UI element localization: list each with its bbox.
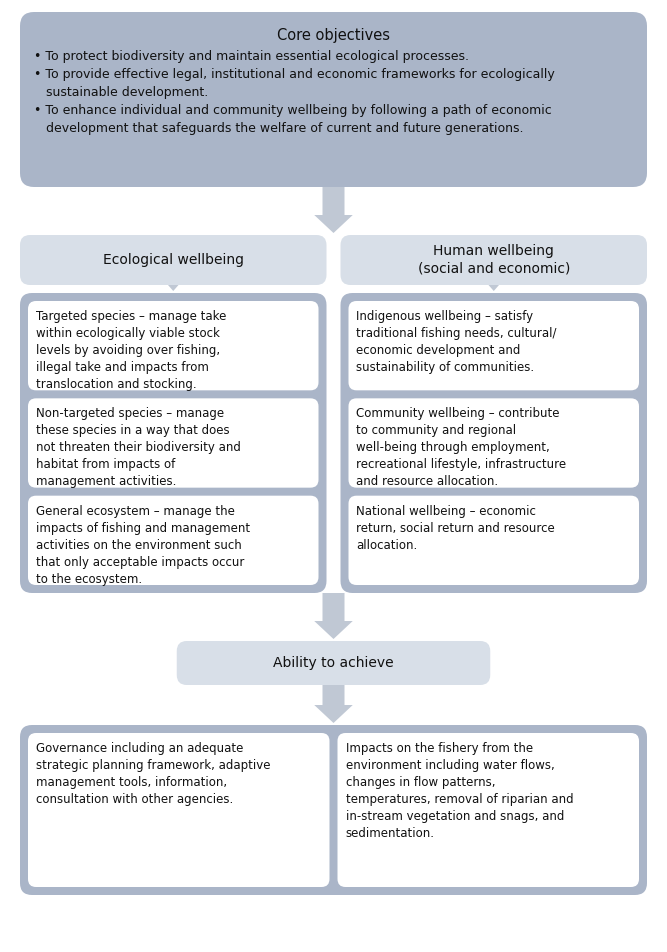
Polygon shape [157, 235, 189, 291]
Text: National wellbeing – economic
return, social return and resource
allocation.: National wellbeing – economic return, so… [356, 505, 555, 551]
Polygon shape [314, 187, 353, 233]
FancyBboxPatch shape [20, 235, 327, 285]
FancyBboxPatch shape [340, 235, 647, 285]
Text: Indigenous wellbeing – satisfy
traditional fishing needs, cultural/
economic dev: Indigenous wellbeing – satisfy tradition… [356, 310, 557, 374]
FancyBboxPatch shape [20, 293, 327, 593]
FancyBboxPatch shape [28, 733, 329, 887]
Text: Human wellbeing
(social and economic): Human wellbeing (social and economic) [418, 245, 570, 276]
Text: Non-targeted species – manage
these species in a way that does
not threaten thei: Non-targeted species – manage these spec… [36, 407, 241, 488]
Text: Governance including an adequate
strategic planning framework, adaptive
manageme: Governance including an adequate strateg… [36, 742, 271, 806]
Text: Ecological wellbeing: Ecological wellbeing [103, 253, 243, 267]
Polygon shape [314, 593, 353, 639]
Text: General ecosystem – manage the
impacts of fishing and management
activities on t: General ecosystem – manage the impacts o… [36, 505, 250, 585]
Polygon shape [314, 685, 353, 723]
FancyBboxPatch shape [338, 733, 639, 887]
FancyBboxPatch shape [20, 12, 647, 187]
FancyBboxPatch shape [348, 301, 639, 390]
Text: Impacts on the fishery from the
environment including water flows,
changes in fl: Impacts on the fishery from the environm… [346, 742, 573, 840]
FancyBboxPatch shape [348, 398, 639, 487]
Text: Core objectives: Core objectives [277, 28, 390, 43]
Text: Targeted species – manage take
within ecologically viable stock
levels by avoidi: Targeted species – manage take within ec… [36, 310, 226, 391]
FancyBboxPatch shape [177, 641, 490, 685]
FancyBboxPatch shape [28, 496, 319, 585]
FancyBboxPatch shape [28, 398, 319, 487]
Polygon shape [478, 235, 510, 291]
Text: • To protect biodiversity and maintain essential ecological processes.
• To prov: • To protect biodiversity and maintain e… [34, 50, 555, 135]
FancyBboxPatch shape [340, 293, 647, 593]
Text: Ability to achieve: Ability to achieve [273, 656, 394, 670]
Text: Community wellbeing – contribute
to community and regional
well-being through em: Community wellbeing – contribute to comm… [356, 407, 567, 488]
FancyBboxPatch shape [20, 725, 647, 895]
FancyBboxPatch shape [348, 496, 639, 585]
FancyBboxPatch shape [28, 301, 319, 390]
